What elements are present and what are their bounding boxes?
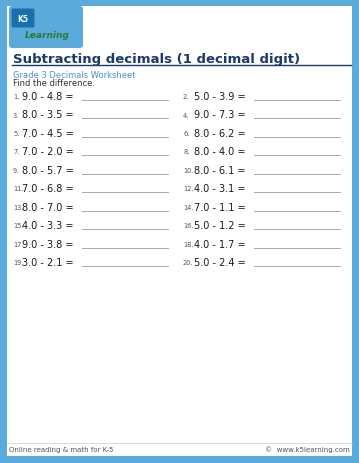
Text: 7.0 - 6.8 =: 7.0 - 6.8 = <box>22 184 74 194</box>
Text: 3.: 3. <box>13 112 19 118</box>
Text: 11.: 11. <box>13 186 23 192</box>
Text: 4.0 - 1.7 =: 4.0 - 1.7 = <box>194 239 246 250</box>
Text: 15.: 15. <box>13 223 23 229</box>
Text: Find the difference.: Find the difference. <box>13 79 95 88</box>
Text: 4.: 4. <box>183 112 190 118</box>
FancyBboxPatch shape <box>11 9 34 28</box>
Text: 4.0 - 3.1 =: 4.0 - 3.1 = <box>194 184 246 194</box>
Text: 13.: 13. <box>13 205 23 211</box>
Text: 14.: 14. <box>183 205 194 211</box>
Text: 9.0 - 3.8 =: 9.0 - 3.8 = <box>22 239 74 250</box>
Text: 8.0 - 4.0 =: 8.0 - 4.0 = <box>194 147 246 157</box>
Text: 6.: 6. <box>183 131 190 137</box>
Text: Online reading & math for K-5: Online reading & math for K-5 <box>9 446 113 452</box>
Text: Grade 3 Decimals Worksheet: Grade 3 Decimals Worksheet <box>13 70 135 79</box>
Text: 8.: 8. <box>183 149 190 155</box>
Text: 18.: 18. <box>183 242 194 247</box>
Text: 8.0 - 3.5 =: 8.0 - 3.5 = <box>22 110 74 120</box>
Text: 17.: 17. <box>13 242 23 247</box>
Text: 9.0 - 7.3 =: 9.0 - 7.3 = <box>194 110 246 120</box>
Text: 9.: 9. <box>13 168 19 174</box>
Text: 9.0 - 4.8 =: 9.0 - 4.8 = <box>22 92 74 102</box>
Text: K5: K5 <box>18 15 28 25</box>
Text: 7.0 - 2.0 =: 7.0 - 2.0 = <box>22 147 74 157</box>
Text: 2.: 2. <box>183 94 190 100</box>
Text: Subtracting decimals (1 decimal digit): Subtracting decimals (1 decimal digit) <box>13 53 300 66</box>
Text: 4.0 - 3.3 =: 4.0 - 3.3 = <box>22 221 74 231</box>
Text: 19.: 19. <box>13 260 23 266</box>
Text: 8.0 - 6.2 =: 8.0 - 6.2 = <box>194 129 246 139</box>
FancyBboxPatch shape <box>7 7 352 456</box>
Text: ©  www.k5learning.com: © www.k5learning.com <box>265 446 350 452</box>
Text: 3.0 - 2.1 =: 3.0 - 2.1 = <box>22 258 74 268</box>
Text: 20.: 20. <box>183 260 194 266</box>
Text: 10.: 10. <box>183 168 194 174</box>
Text: 7.0 - 1.1 =: 7.0 - 1.1 = <box>194 202 246 213</box>
Text: 16.: 16. <box>183 223 194 229</box>
Text: 5.0 - 3.9 =: 5.0 - 3.9 = <box>194 92 246 102</box>
Text: 5.0 - 1.2 =: 5.0 - 1.2 = <box>194 221 246 231</box>
Text: 8.0 - 6.1 =: 8.0 - 6.1 = <box>194 166 246 175</box>
Text: 5.0 - 2.4 =: 5.0 - 2.4 = <box>194 258 246 268</box>
Text: 1.: 1. <box>13 94 19 100</box>
Text: 12.: 12. <box>183 186 194 192</box>
FancyBboxPatch shape <box>9 7 83 49</box>
Text: 5.: 5. <box>13 131 19 137</box>
Text: Learning: Learning <box>24 31 69 39</box>
Text: 8.0 - 7.0 =: 8.0 - 7.0 = <box>22 202 74 213</box>
Text: 7.0 - 4.5 =: 7.0 - 4.5 = <box>22 129 74 139</box>
Text: 7.: 7. <box>13 149 19 155</box>
Text: 8.0 - 5.7 =: 8.0 - 5.7 = <box>22 166 74 175</box>
